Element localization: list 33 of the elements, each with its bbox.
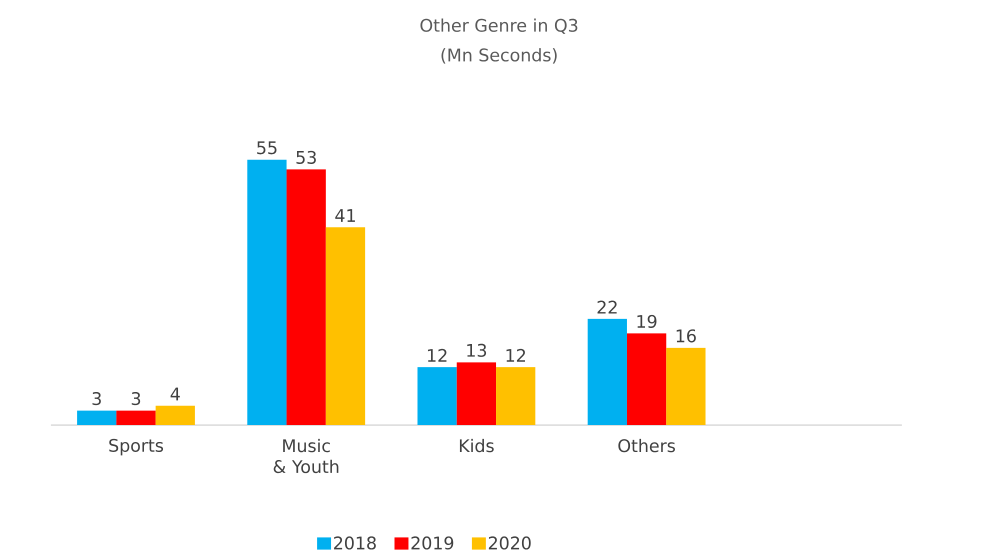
x-tick-label: Others — [618, 438, 675, 452]
bar — [588, 318, 627, 426]
x-tick-label: Kids — [460, 438, 494, 452]
bar — [156, 406, 195, 426]
x-tick-label: Music & Youth — [274, 438, 338, 474]
bar — [247, 160, 287, 426]
data-label: 12 — [428, 348, 446, 362]
data-label: 53 — [296, 150, 316, 164]
bar — [496, 367, 536, 426]
bar — [77, 410, 116, 426]
data-label: 3 — [132, 392, 140, 406]
bar — [116, 410, 156, 426]
legend-label: 2019 — [411, 536, 454, 550]
data-label: 22 — [598, 300, 617, 314]
data-label: 16 — [676, 329, 696, 342]
bar — [456, 362, 496, 426]
legend-label: 2018 — [334, 536, 376, 550]
bar — [417, 367, 457, 426]
data-label: 4 — [170, 388, 180, 400]
data-label: 13 — [467, 344, 486, 357]
legend-label: 2020 — [488, 536, 531, 550]
chart-title: Other Genre in Q3 — [420, 18, 578, 34]
data-label: 55 — [257, 141, 276, 154]
data-label: 12 — [506, 348, 526, 362]
data-label: 3 — [92, 392, 101, 406]
x-tick-label: Sports — [109, 438, 164, 456]
chart-subtitle: (Mn Seconds) — [442, 48, 557, 64]
bar — [326, 227, 366, 426]
data-label: 19 — [637, 314, 656, 328]
data-label: 41 — [335, 209, 355, 222]
bar — [666, 348, 706, 426]
bar — [286, 169, 326, 426]
bar — [626, 333, 666, 426]
